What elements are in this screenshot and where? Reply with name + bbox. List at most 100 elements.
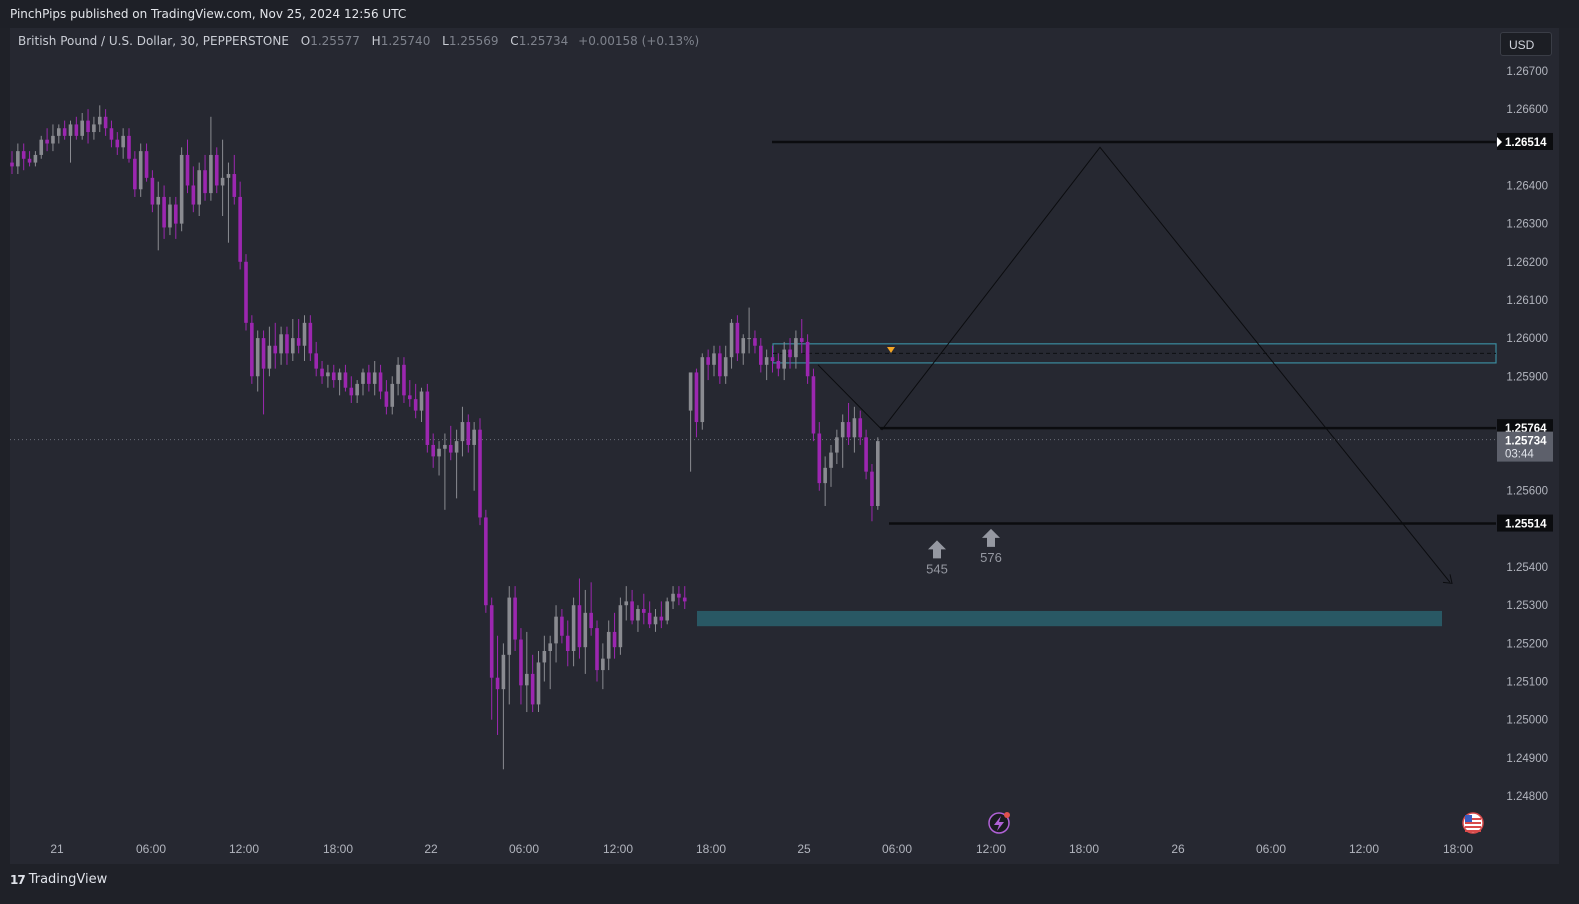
candle	[642, 593, 646, 625]
candle-body	[367, 372, 371, 384]
candle-body	[402, 364, 406, 396]
change-value: +0.00158 (+0.13%)	[578, 34, 700, 48]
candle-body	[326, 372, 330, 377]
candle	[776, 353, 781, 377]
candle-body	[460, 422, 465, 442]
candle	[419, 387, 424, 423]
x-tick-label: 18:00	[323, 842, 353, 856]
candle-body	[794, 338, 798, 358]
candle-body	[583, 612, 588, 648]
candle	[39, 135, 44, 159]
candle-body	[150, 177, 155, 205]
x-tick-label: 18:00	[696, 842, 726, 856]
candle-body	[57, 128, 61, 136]
candle-body	[484, 517, 488, 606]
candle	[33, 151, 38, 167]
candle	[86, 109, 90, 144]
candle-body	[870, 471, 874, 506]
candle-body	[174, 204, 178, 224]
candle	[665, 597, 669, 625]
candle-body	[823, 467, 827, 484]
candle-body	[103, 116, 108, 129]
y-tick-label: 1.26300	[1506, 219, 1548, 231]
candle-body	[612, 631, 617, 648]
candle-body	[185, 154, 190, 186]
candle-body	[577, 605, 582, 648]
candle-body	[829, 452, 833, 468]
candle	[115, 132, 120, 155]
y-tick-label: 1.26700	[1506, 66, 1548, 78]
up-arrow-icon	[928, 540, 946, 559]
candle-body	[770, 357, 775, 361]
lightning-icon	[994, 816, 1004, 831]
candle-body	[220, 177, 225, 186]
candle	[220, 139, 225, 216]
candle-body	[361, 372, 365, 384]
lightning-event-icon[interactable]	[988, 812, 1010, 834]
candle	[384, 380, 389, 415]
candle-body	[571, 605, 576, 651]
candle	[583, 589, 588, 674]
price-label-bg	[1497, 431, 1553, 462]
us-flag-event-icon[interactable]	[1462, 812, 1484, 834]
candle	[601, 643, 605, 690]
candle-body	[759, 345, 763, 365]
candle	[530, 654, 535, 713]
candle-body	[343, 372, 348, 388]
currency-button[interactable]: USD	[1500, 32, 1552, 56]
candle	[92, 116, 96, 140]
candle	[694, 368, 699, 438]
candle-body	[501, 654, 506, 690]
footer-brand[interactable]: 17 TradingView	[10, 872, 107, 887]
candle	[729, 319, 734, 369]
candle-body	[530, 673, 535, 705]
candle	[191, 166, 196, 213]
candle-body	[331, 372, 336, 381]
candle	[764, 349, 769, 381]
candle-body	[320, 368, 324, 377]
candle	[799, 319, 804, 354]
candle	[425, 383, 430, 453]
candle-body	[378, 372, 383, 392]
candle	[448, 425, 453, 461]
candle	[782, 341, 786, 381]
candle-body	[554, 616, 558, 644]
candle	[314, 341, 318, 377]
candle	[595, 620, 599, 682]
candle-body	[519, 639, 523, 686]
candle	[138, 143, 143, 197]
candle-body	[419, 391, 424, 411]
candle	[343, 364, 348, 392]
candle	[700, 353, 705, 430]
open-label: O	[300, 34, 311, 48]
chart-panel[interactable]	[10, 28, 1559, 864]
tradingview-logo-icon: 17	[10, 872, 26, 887]
candle	[840, 414, 845, 468]
candle	[484, 509, 488, 613]
candle	[507, 586, 512, 705]
candle-body	[250, 322, 254, 377]
candle	[612, 612, 617, 659]
candle	[618, 597, 623, 655]
candle	[741, 334, 746, 365]
candle	[647, 601, 652, 629]
y-tick-label: 1.24900	[1506, 753, 1548, 765]
countdown-text: 03:44	[1505, 449, 1534, 461]
symbol-name[interactable]: British Pound / U.S. Dollar, 30, PEPPERS…	[18, 34, 289, 48]
candle-body	[542, 651, 547, 663]
candle	[214, 147, 219, 194]
y-tick-label: 1.25400	[1506, 562, 1548, 574]
candle	[127, 128, 131, 163]
candle	[361, 368, 365, 396]
candle	[68, 120, 73, 163]
candle	[144, 143, 149, 182]
candle-body	[448, 444, 453, 453]
label-pointer-icon	[1497, 136, 1502, 147]
candle-body	[80, 120, 84, 136]
candle-body	[162, 196, 166, 228]
candle-body	[718, 353, 722, 377]
candle	[735, 315, 740, 361]
candle-body	[244, 261, 248, 323]
